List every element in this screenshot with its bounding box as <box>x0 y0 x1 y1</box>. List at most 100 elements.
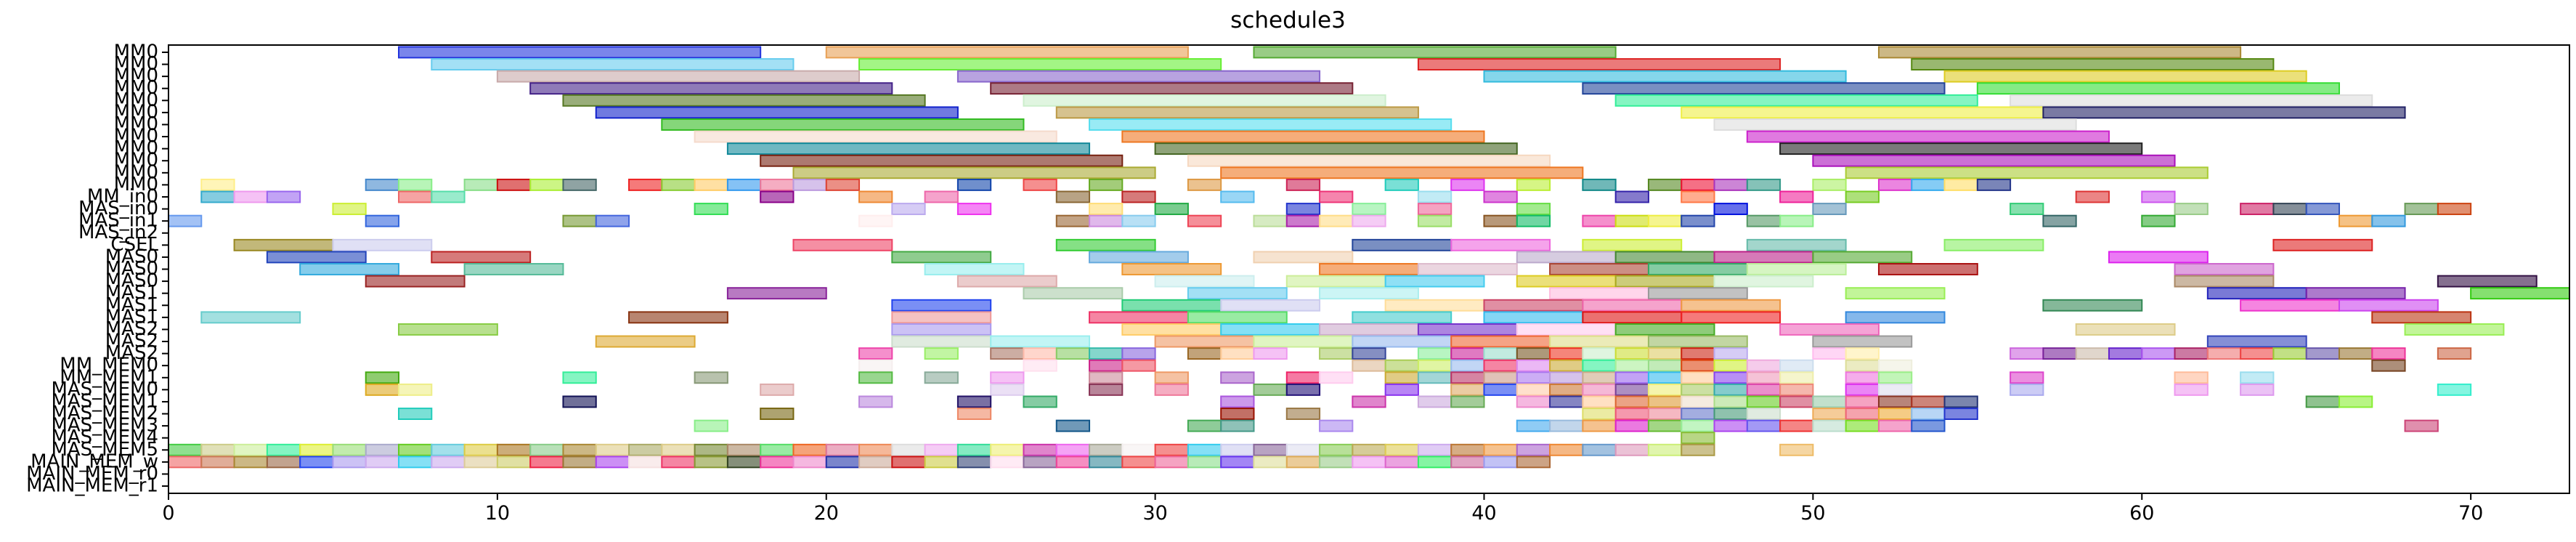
task-bar <box>398 178 433 191</box>
task-bar <box>1187 214 1222 227</box>
y-tick-label: MM0 <box>114 77 158 99</box>
task-bar <box>1877 263 1978 275</box>
y-tick-label: MM0 <box>114 137 158 159</box>
task-bar <box>1187 443 1222 456</box>
task-bar <box>2240 203 2275 216</box>
task-bar <box>2010 203 2044 216</box>
task-bar <box>1089 443 1124 456</box>
task-bar <box>1647 443 1683 456</box>
task-bar <box>332 456 367 469</box>
task-bar <box>1417 190 1452 203</box>
task-bar <box>1483 347 1518 360</box>
task-bar <box>858 359 893 372</box>
task-bar <box>1647 395 1683 408</box>
task-bar <box>1187 311 1288 324</box>
task-bar <box>1089 383 1124 396</box>
task-bar <box>332 443 367 456</box>
task-bar <box>1911 419 1946 432</box>
task-bar <box>1877 383 1913 396</box>
task-bar <box>332 238 433 251</box>
task-bar <box>956 178 992 191</box>
task-bar <box>2240 347 2275 360</box>
task-bar <box>562 94 926 107</box>
task-bar <box>1319 443 1354 456</box>
task-bar <box>1187 178 1222 191</box>
task-bar <box>1614 383 1649 396</box>
task-bar <box>1023 443 1057 456</box>
task-bar <box>1713 383 1748 396</box>
task-bar <box>1319 263 1419 275</box>
task-bar <box>2042 347 2077 360</box>
task-bar <box>694 456 728 469</box>
task-bar <box>2404 203 2439 216</box>
task-bar <box>956 456 992 469</box>
task-bar <box>1614 251 1715 264</box>
task-bar <box>2437 275 2538 288</box>
task-bar <box>1911 395 1946 408</box>
task-bar <box>694 178 728 191</box>
task-bar <box>365 178 400 191</box>
task-bar <box>891 443 926 456</box>
task-bar <box>792 443 827 456</box>
task-bar <box>1319 371 1354 384</box>
task-bar <box>1417 371 1452 384</box>
task-bar <box>1812 178 1847 191</box>
task-bar <box>529 178 564 191</box>
task-bar <box>1055 347 1091 360</box>
task-bar <box>1055 419 1091 432</box>
task-bar <box>1647 214 1683 227</box>
task-bar <box>1089 251 1189 264</box>
y-tick-label: MM_MEM0 <box>60 355 158 376</box>
task-bar <box>1384 371 1419 384</box>
task-bar <box>2141 190 2176 203</box>
task-bar <box>1779 383 1814 396</box>
task-bar <box>760 443 795 456</box>
task-bar <box>1319 214 1354 227</box>
task-bar <box>200 190 235 203</box>
task-bar <box>2272 238 2373 251</box>
task-bar <box>1681 106 2044 119</box>
task-bar <box>760 178 795 191</box>
task-bar <box>1023 347 1057 360</box>
task-bar <box>1647 263 1748 275</box>
task-bar <box>1877 395 1913 408</box>
task-bar <box>1516 347 1551 360</box>
task-bar <box>562 178 597 191</box>
task-bar <box>1681 214 1715 227</box>
task-bar <box>825 178 861 191</box>
task-bar <box>1483 359 1518 372</box>
task-bar <box>1516 323 1617 336</box>
task-bar <box>2174 347 2209 360</box>
task-bar <box>760 383 795 396</box>
task-bar <box>398 190 433 203</box>
task-bar <box>1089 178 1124 191</box>
task-bar <box>1614 419 1649 432</box>
task-bar <box>1417 203 1452 216</box>
task-bar <box>661 118 1025 131</box>
task-bar <box>1023 456 1057 469</box>
task-bar <box>2042 106 2406 119</box>
task-bar <box>1121 443 1156 456</box>
task-bar <box>1812 154 2176 167</box>
task-bar <box>990 371 1025 384</box>
task-bar <box>661 443 696 456</box>
task-bar <box>628 178 663 191</box>
task-bar <box>1911 408 1946 420</box>
task-bar <box>956 395 992 408</box>
task-bar <box>825 456 861 469</box>
task-bar <box>2371 311 2472 324</box>
task-bar <box>858 443 893 456</box>
task-bar <box>2338 347 2373 360</box>
task-bar <box>2470 287 2570 300</box>
task-bar <box>1681 443 1715 456</box>
task-bar <box>628 443 663 456</box>
task-bar <box>266 443 301 456</box>
task-bar <box>760 154 1124 167</box>
task-bar <box>1647 371 1683 384</box>
task-bar <box>1121 263 1222 275</box>
task-bar <box>1779 323 1880 336</box>
task-bar <box>365 443 400 456</box>
task-bar <box>1549 383 1584 396</box>
task-bar <box>1023 395 1057 408</box>
task-bar <box>1450 456 1485 469</box>
